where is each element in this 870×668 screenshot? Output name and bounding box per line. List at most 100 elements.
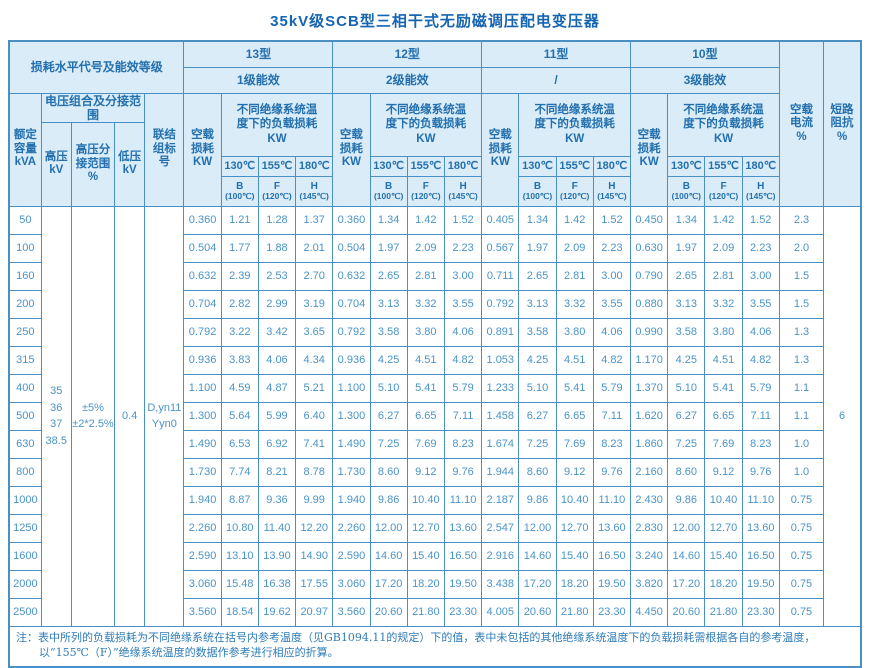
no-load-current-value: 1.0	[778, 457, 825, 487]
load-loss-value: 7.25	[369, 429, 408, 459]
load-loss-value: 14.90	[295, 541, 334, 571]
no-load-loss-value: 1.300	[332, 401, 371, 431]
class-ref-temp: (120℃)	[708, 190, 739, 201]
load-loss-value: 8.60	[518, 457, 557, 487]
load-loss-value: 2.23	[741, 233, 780, 263]
rated-capacity-value: 630	[8, 429, 42, 459]
load-loss-value: 1.42	[555, 205, 594, 235]
no-load-loss-value: 1.940	[183, 485, 222, 515]
load-loss-value: 17.55	[295, 569, 334, 599]
temp-155-header: 155℃	[406, 155, 445, 177]
no-load-loss-value: 2.916	[481, 541, 520, 571]
hv-tap-header: 高压分 接范围 %	[70, 121, 116, 207]
no-load-loss-value: 1.100	[332, 373, 371, 403]
class-letter: F	[422, 180, 429, 192]
load-loss-value: 19.50	[741, 569, 780, 599]
load-loss-value: 2.70	[295, 261, 334, 291]
load-loss-value: 2.39	[220, 261, 259, 291]
load-loss-value: 2.81	[704, 261, 743, 291]
table-header: 损耗水平代号及能效等级 13型 12型 11型 10型 空载 电流 % 短路 阻…	[8, 40, 862, 207]
no-load-loss-value: 0.711	[481, 261, 520, 291]
efficiency-10-header: 3级能效	[630, 66, 780, 94]
header-row-efficiency: 1级能效 2级能效 / 3级能效	[9, 66, 861, 94]
load-loss-value: 1.42	[406, 205, 445, 235]
no-load-loss-value: 3.560	[183, 597, 222, 627]
load-loss-value: 1.88	[257, 233, 297, 263]
load-loss-value: 13.90	[257, 541, 297, 571]
rated-capacity-value: 1000	[8, 485, 42, 515]
spec-row: 2500 3.560 18.54 19.62 20.97 3.560 20.60 21.80 2…	[8, 597, 861, 627]
load-loss-value: 5.10	[667, 373, 706, 403]
load-loss-value: 7.25	[518, 429, 557, 459]
rated-capacity-value: 50	[8, 205, 42, 235]
load-loss-value: 13.10	[220, 541, 259, 571]
class-f-header: F (120℃)	[555, 175, 594, 207]
load-loss-value: 12.00	[369, 513, 408, 543]
load-loss-value: 20.97	[295, 597, 334, 627]
load-loss-value: 3.32	[704, 289, 743, 319]
load-loss-value: 9.12	[406, 457, 445, 487]
load-loss-value: 9.86	[518, 485, 557, 515]
no-load-loss-value: 0.891	[481, 317, 520, 347]
lv-header: 低压 kV	[114, 121, 146, 207]
no-load-loss-value: 3.560	[332, 597, 371, 627]
rated-capacity-value: 2000	[8, 569, 42, 599]
load-loss-value: 16.38	[257, 569, 297, 599]
rated-capacity-value: 2500	[8, 597, 42, 627]
load-loss-value: 1.52	[592, 205, 632, 235]
vector-group-header: 联结 组标 号	[144, 92, 185, 207]
load-loss-value: 5.41	[555, 373, 594, 403]
load-loss-value: 8.21	[257, 457, 297, 487]
load-loss-value: 2.99	[257, 289, 297, 319]
no-load-loss-value: 0.630	[629, 233, 669, 263]
no-load-current-value: 1.0	[778, 429, 825, 459]
no-load-loss-value: 0.504	[332, 233, 371, 263]
class-h-header: H (145℃)	[295, 175, 334, 207]
load-loss-value: 11.10	[741, 485, 780, 515]
hv-header: 高压 kV	[40, 121, 72, 207]
load-loss-value: 5.41	[406, 373, 445, 403]
load-loss-value: 3.22	[220, 317, 259, 347]
load-loss-value: 10.80	[220, 513, 259, 543]
load-loss-value: 3.80	[555, 317, 594, 347]
load-loss-value: 6.40	[295, 401, 334, 431]
load-loss-value: 19.62	[257, 597, 297, 627]
impedance-header: 短路 阻抗 %	[823, 40, 862, 207]
no-load-loss-value: 0.360	[332, 205, 371, 235]
load-loss-value: 2.23	[592, 233, 632, 263]
no-load-loss-value: 1.730	[332, 457, 371, 487]
load-loss-value: 11.10	[592, 485, 632, 515]
load-loss-value: 17.20	[667, 569, 706, 599]
header-row-temps: 130℃ 155℃ 180℃ 130℃ 155℃ 180℃ 130℃ 155℃ …	[9, 155, 861, 177]
header-row-voltage-combo: 额定 容量 kVA 电压组合及分接范围 联结 组标 号 空载 损耗 KW 不同绝…	[8, 92, 861, 207]
load-loss-value: 8.60	[369, 457, 408, 487]
load-loss-value: 1.34	[667, 205, 706, 235]
no-load-loss-value: 0.567	[481, 233, 520, 263]
no-load-loss-value: 1.370	[629, 373, 669, 403]
class-ref-temp: (100℃)	[522, 190, 553, 201]
load-loss-value: 16.50	[443, 541, 483, 571]
load-loss-value: 18.20	[406, 569, 445, 599]
class-b-header: B (100℃)	[369, 175, 408, 207]
load-loss-value: 1.42	[704, 205, 743, 235]
temp-130-header: 130℃	[369, 155, 408, 177]
no-load-loss-value: 1.674	[481, 429, 520, 459]
load-loss-value: 4.82	[592, 345, 632, 375]
load-loss-value: 7.69	[555, 429, 594, 459]
no-load-loss-value: 0.792	[183, 317, 222, 347]
no-load-current-value: 0.75	[778, 597, 825, 627]
no-load-loss-value: 2.547	[481, 513, 520, 543]
load-loss-value: 1.37	[295, 205, 334, 235]
class-letter: F	[720, 180, 727, 192]
class-f-header: F (120℃)	[704, 175, 743, 207]
load-loss-value: 1.34	[369, 205, 408, 235]
temp-180-header: 180℃	[295, 155, 334, 177]
load-loss-value: 9.12	[704, 457, 743, 487]
loss-level-header: 损耗水平代号及能效等级	[8, 40, 185, 94]
load-loss-value: 7.69	[704, 429, 743, 459]
type-13-header: 13型	[183, 40, 334, 68]
no-load-loss-value: 0.790	[629, 261, 669, 291]
rated-capacity-value: 500	[8, 401, 42, 431]
load-loss-value: 6.27	[369, 401, 408, 431]
load-loss-value: 4.82	[741, 345, 780, 375]
